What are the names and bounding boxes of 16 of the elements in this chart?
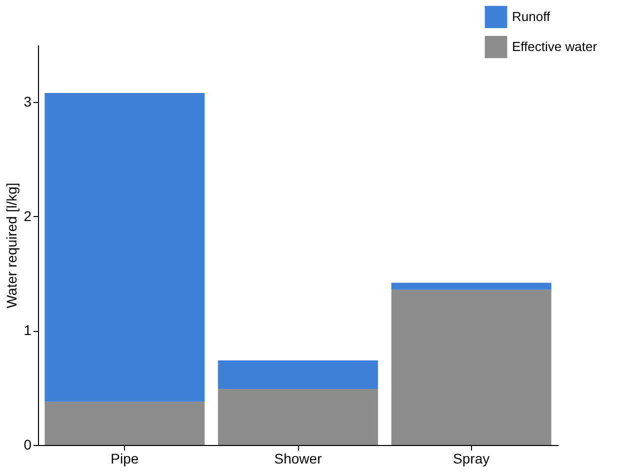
y-tick-label: 1 [24,322,32,338]
bar [391,282,552,290]
y-tick-label: 3 [24,94,32,110]
bar [391,290,552,445]
legend-label: Effective water [512,39,598,54]
y-tick-label: 2 [24,208,32,224]
y-axis-title: Water required [l/kg] [4,182,20,308]
x-tick-label: Shower [274,450,322,466]
legend-label: Runoff [512,9,550,24]
bar [44,93,205,402]
x-tick-label: Spray [453,450,490,466]
bar [218,360,378,389]
bar [218,389,378,445]
x-tick-label: Pipe [110,450,139,466]
bar [44,402,205,445]
y-tick-label: 0 [24,436,32,452]
